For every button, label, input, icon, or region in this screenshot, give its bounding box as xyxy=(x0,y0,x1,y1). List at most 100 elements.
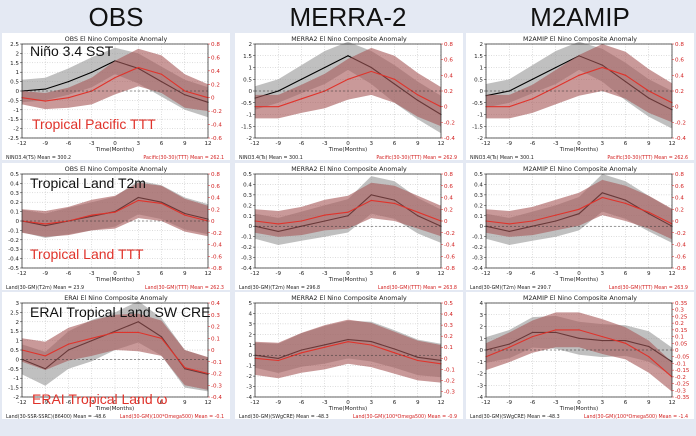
footer-left: Land(30-GM)(SWgCRE) Mean = -48.3 xyxy=(239,414,329,420)
x-tick-label: -12 xyxy=(481,400,490,406)
column-header-m2amip: M2AMIP xyxy=(530,2,630,32)
right-tick-label: -0.4 xyxy=(444,136,455,142)
left-tick-label: 2 xyxy=(15,51,19,57)
x-axis-label: Time(Months) xyxy=(559,147,599,153)
x-tick-label: 0 xyxy=(346,271,350,277)
left-tick-label: 0.5 xyxy=(474,172,483,178)
right-tick-label: 0.2 xyxy=(444,89,453,95)
red-series-point xyxy=(624,74,627,76)
left-tick-label: -1.5 xyxy=(8,117,19,123)
footer-left: Land(30-GM)(T2m) Mean = 23.9 xyxy=(6,285,84,291)
right-tick-label: 0.4 xyxy=(444,73,453,79)
footer-right: Land(30-GM)(TTT) Mean = 263.8 xyxy=(378,285,457,291)
x-tick-label: 9 xyxy=(416,400,420,406)
right-tick-label: 0.3 xyxy=(211,313,220,319)
x-tick-label: 3 xyxy=(600,271,604,277)
left-tick-label: -0.2 xyxy=(241,245,252,251)
left-tick-label: -0.1 xyxy=(472,235,483,241)
left-tick-label: -0.4 xyxy=(472,266,483,272)
left-tick-label: -0.1 xyxy=(8,228,19,234)
right-tick-label: 0 xyxy=(675,105,679,111)
x-axis-label: Time(Months) xyxy=(328,147,368,153)
right-tick-label: 0.8 xyxy=(211,42,220,48)
x-axis-label: Time(Months) xyxy=(95,277,135,283)
x-tick-label: 12 xyxy=(668,271,675,277)
left-tick-label: -1 xyxy=(246,113,252,119)
red-series-point xyxy=(578,208,580,210)
red-series-point xyxy=(531,98,534,100)
x-axis-label: Time(Months) xyxy=(559,277,599,283)
red-series-point xyxy=(370,70,372,73)
red-series-point xyxy=(624,202,627,204)
right-tick-label: 0.8 xyxy=(675,42,684,48)
x-tick-label: -3 xyxy=(89,400,95,406)
panel-title: MERRA2 El Nino Composite Anomaly xyxy=(291,166,407,173)
red-series-point xyxy=(531,220,534,222)
right-tick-label: 0.1 xyxy=(211,336,220,342)
x-tick-label: -6 xyxy=(299,400,305,406)
left-tick-label: 2 xyxy=(248,332,252,338)
right-tick-label: 0 xyxy=(675,348,679,354)
left-tick-label: 0.5 xyxy=(243,77,252,83)
x-axis-label: Time(Months) xyxy=(328,277,368,283)
red-series-band xyxy=(22,313,208,390)
left-tick-label: -1 xyxy=(477,113,483,119)
x-tick-label: 0 xyxy=(346,400,350,406)
x-tick-label: -12 xyxy=(17,400,26,406)
right-tick-label: -0.4 xyxy=(211,123,222,129)
left-tick-label: 0.3 xyxy=(243,193,252,199)
right-tick-label: 0.6 xyxy=(211,55,220,61)
red-series-point xyxy=(324,346,326,348)
right-tick-label: -0.2 xyxy=(444,120,455,126)
x-tick-label: 3 xyxy=(369,271,373,277)
red-series-point xyxy=(347,78,349,80)
x-tick-label: 6 xyxy=(393,271,397,277)
footer-left: NINO3.4(TS) Mean = 300.2 xyxy=(6,155,71,161)
x-tick-label: -3 xyxy=(322,400,328,406)
x-tick-label: 3 xyxy=(600,141,604,147)
x-tick-label: 12 xyxy=(437,141,444,147)
x-tick-label: 6 xyxy=(393,141,397,147)
right-tick-label: 0 xyxy=(444,356,448,362)
red-series-band xyxy=(486,312,672,392)
x-tick-label: 6 xyxy=(393,400,397,406)
right-tick-label: -0.6 xyxy=(675,254,686,260)
chart-panel-2: M2AMIP El Nino Composite Anomaly -2 -1.5 -1… xyxy=(466,33,694,161)
red-series-point xyxy=(393,352,396,354)
panel-title: OBS El Nino Composite Anomaly xyxy=(65,166,168,173)
right-tick-label: -0.05 xyxy=(675,355,690,361)
red-series-point xyxy=(347,211,349,213)
right-tick-label: -0.6 xyxy=(444,254,455,260)
x-tick-label: 9 xyxy=(647,271,651,277)
x-tick-label: 9 xyxy=(183,271,187,277)
red-series-point xyxy=(160,73,163,75)
red-series-point xyxy=(300,98,303,100)
x-tick-label: -3 xyxy=(89,141,95,147)
left-tick-label: -2 xyxy=(477,372,483,378)
right-tick-label: -0.2 xyxy=(675,231,686,237)
x-tick-label: -12 xyxy=(481,271,490,277)
red-series-band xyxy=(255,319,441,383)
column-header-obs: OBS xyxy=(88,2,144,32)
right-tick-label: 0.3 xyxy=(675,308,684,314)
red-series-point xyxy=(417,94,419,96)
right-tick-label: -0.2 xyxy=(675,120,686,126)
left-tick-label: 0.1 xyxy=(243,214,252,220)
x-tick-label: 3 xyxy=(136,271,140,277)
right-tick-label: 0.8 xyxy=(675,172,684,178)
right-tick-label: -0.15 xyxy=(675,368,690,374)
footer-right: Land(30-GM)(TTT) Mean = 262.3 xyxy=(145,285,224,291)
footer-left: Land(30-GM)(T2m) Mean = 296.8 xyxy=(239,285,320,291)
left-tick-label: 2 xyxy=(479,42,483,48)
left-tick-label: 0 xyxy=(15,219,19,225)
left-tick-label: 0 xyxy=(248,353,252,359)
left-tick-label: -1.5 xyxy=(241,124,252,130)
right-tick-label: 0.4 xyxy=(211,196,220,202)
footer-right: Pacific(30-30)(TTT) Mean = 262.6 xyxy=(607,155,688,161)
left-tick-label: 0.4 xyxy=(474,182,483,188)
x-tick-label: -6 xyxy=(299,271,305,277)
left-tick-label: -2 xyxy=(13,395,19,401)
right-tick-label: 0.05 xyxy=(675,341,688,347)
right-tick-label: -0.2 xyxy=(211,231,222,237)
annotation-red: Tropical Land TTT xyxy=(30,246,144,262)
